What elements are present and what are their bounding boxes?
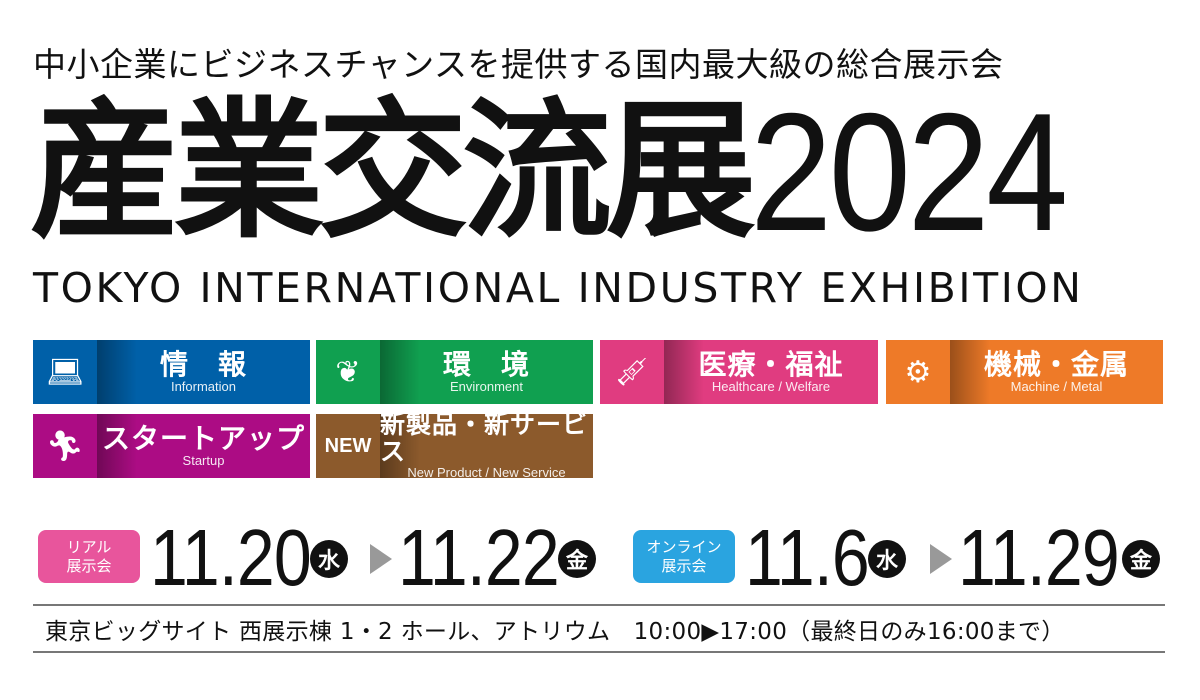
badge-line: リアル <box>66 537 112 556</box>
runner-icon: 🏃︎ <box>45 428 85 464</box>
laptop-icon: 💻︎ <box>45 354 85 390</box>
badge-line: 展示会 <box>66 556 112 575</box>
category-label: 新製品・新サービス <box>380 410 589 466</box>
real-exhibition-badge: リアル 展示会 <box>38 530 140 583</box>
divider <box>33 651 1165 653</box>
divider <box>33 604 1165 606</box>
syringe-icon: 💉︎ <box>612 354 652 390</box>
badge-line: 展示会 <box>661 556 707 575</box>
real-end-date: 11.22 <box>398 513 560 602</box>
gears-icon: ⚙ <box>904 354 932 390</box>
category-label: 医療・福祉 <box>698 347 844 381</box>
real-start-day: 水 <box>310 540 348 578</box>
online-end-day: 金 <box>1122 540 1160 578</box>
online-exhibition-badge: オンライン 展示会 <box>633 530 735 583</box>
event-year: 2024 <box>750 78 1068 266</box>
category-startup[interactable]: 🏃︎ スタートアップ Startup <box>33 414 310 478</box>
online-end-date: 11.29 <box>958 513 1120 602</box>
category-label-en: Information <box>170 379 237 395</box>
category-healthcare[interactable]: 💉︎ 医療・福祉 Healthcare / Welfare <box>600 340 878 404</box>
category-label-en: Environment <box>450 379 523 395</box>
event-title-en: TOKYO INTERNATIONAL INDUSTRY EXHIBITION <box>33 264 1084 312</box>
new-icon: NEW <box>324 434 372 457</box>
online-start-day: 水 <box>868 540 906 578</box>
event-title-jp: 産業交流展 <box>30 85 756 259</box>
badge-line: オンライン <box>646 537 722 556</box>
leaf-icon: ❦ <box>335 354 361 390</box>
event-title: 産業交流展 2024 <box>30 85 1108 259</box>
tagline: 中小企業にビジネスチャンスを提供する国内最大級の総合展示会 <box>33 45 1004 84</box>
real-end-day: 金 <box>558 540 596 578</box>
category-environment[interactable]: ❦ 環 境 Environment <box>316 340 593 404</box>
category-machine[interactable]: ⚙ 機械・金属 Machine / Metal <box>886 340 1163 404</box>
category-label-en: New Product / New Service <box>407 464 566 480</box>
arrow-icon <box>370 544 392 574</box>
venue-info: 東京ビッグサイト 西展示棟 1・2 ホール、アトリウム 10:00▶17:00（… <box>45 619 1065 645</box>
category-label: スタートアップ <box>101 421 305 455</box>
category-new-product[interactable]: NEW 新製品・新サービス New Product / New Service <box>316 410 593 480</box>
category-label-en: Healthcare / Welfare <box>711 379 831 395</box>
category-label-en: Startup <box>182 453 225 469</box>
category-label: 情 報 <box>159 347 247 381</box>
category-label: 環 境 <box>442 347 530 381</box>
arrow-icon <box>930 544 952 574</box>
category-label: 機械・金属 <box>983 347 1129 381</box>
category-information[interactable]: 💻︎ 情 報 Information <box>33 340 310 404</box>
real-start-date: 11.20 <box>150 513 312 602</box>
online-start-date: 11.6 <box>745 513 870 602</box>
category-label-en: Machine / Metal <box>1010 379 1103 395</box>
